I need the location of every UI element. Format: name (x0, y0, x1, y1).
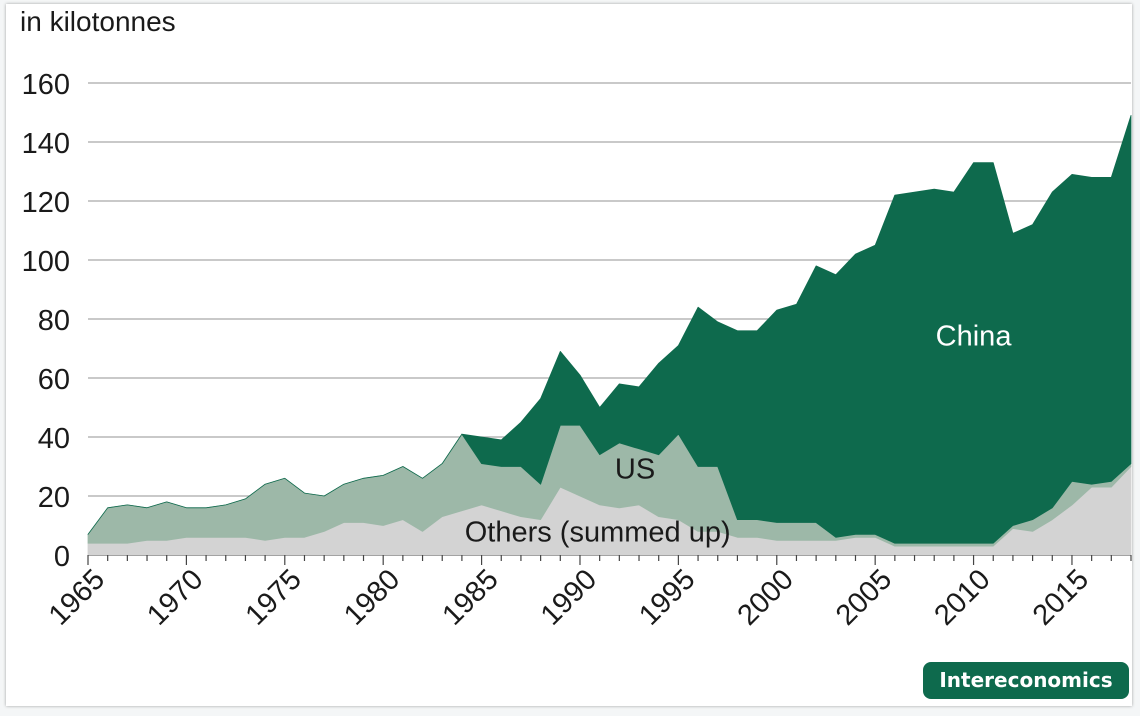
x-tick-label: 1990 (535, 563, 603, 631)
area-china (87, 115, 1132, 544)
y-tick-label: 0 (54, 541, 70, 573)
x-tick-label: 2010 (928, 563, 996, 631)
area-series (87, 115, 1132, 556)
x-tick-labels: 1965 1970 1975 1980 1985 1990 1995 2000 2005 2010… (43, 563, 1095, 631)
y-tick-label: 40 (38, 423, 70, 455)
x-tick-label: 2015 (1027, 563, 1095, 631)
x-tick-label: 2005 (830, 563, 898, 631)
y-tick-label: 160 (22, 69, 70, 101)
x-tick-label: 1965 (43, 563, 111, 631)
annotation-us: US (615, 453, 655, 485)
y-tick-label: 60 (38, 364, 70, 396)
x-tick-label: 1975 (240, 563, 308, 631)
y-tick-label: 140 (22, 128, 70, 160)
x-tick-label: 1995 (633, 563, 701, 631)
y-tick-label: 20 (38, 482, 70, 514)
x-tick-label: 2000 (732, 563, 800, 631)
publisher-badge: Intereconomics (923, 662, 1129, 699)
y-tick-labels: 0 20 40 60 80 100 120 140 160 (22, 69, 70, 573)
y-axis-unit-label: in kilotonnes (20, 6, 176, 37)
series-annotations: China US Others (summed up) (465, 321, 1013, 549)
x-tick-marks (87, 555, 1132, 565)
x-tick-label: 1970 (141, 563, 209, 631)
annotation-others: Others (summed up) (465, 517, 731, 549)
x-tick-label: 1985 (436, 563, 504, 631)
y-tick-label: 100 (22, 246, 70, 278)
y-tick-label: 120 (22, 187, 70, 219)
annotation-china: China (936, 321, 1013, 353)
y-tick-label: 80 (38, 305, 70, 337)
x-tick-label: 1980 (338, 563, 406, 631)
